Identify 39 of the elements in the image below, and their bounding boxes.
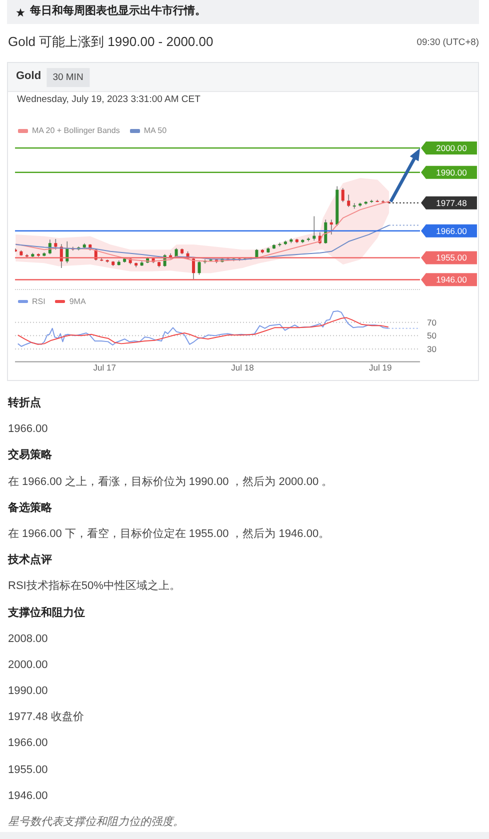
y-tick-label: 70	[426, 317, 437, 328]
text: 技术点评	[8, 554, 52, 568]
y-tick-label: 1966.00	[436, 226, 468, 236]
y-tick-label: 2000.00	[436, 143, 468, 154]
y-tick-label: 1955.00	[436, 252, 468, 263]
text: 在 1966.00 下，看空，目标价位定在 1955.00 ，然后为 1946.00。	[8, 528, 330, 542]
text: 1946.00	[8, 790, 48, 804]
text: 在 1966.00 之上，看涨，目标价位为 1990.00 ，然后为 2000.00 。	[8, 476, 333, 490]
y-tick-label: 1977.48	[436, 198, 468, 208]
text: 1966.00	[8, 423, 48, 438]
y-tick-label: 1946.00	[436, 274, 468, 285]
x-tick-label: Jul 19	[369, 362, 392, 373]
text: 每日和每周图表也显示出牛市行情。	[30, 5, 206, 19]
x-tick-label: Jul 18	[231, 362, 254, 373]
y-tick-label: 50	[426, 330, 437, 341]
y-tick-label: 30	[426, 344, 437, 354]
text: 交易策略	[8, 450, 52, 464]
y-tick-label: 1990.00	[436, 168, 468, 178]
text: RSI技术指标在50%中性区域之上。	[8, 580, 180, 594]
text: 2000.00	[8, 659, 48, 673]
text: 支撑位和阻力位	[8, 606, 85, 620]
text: 30 MIN	[46, 68, 90, 88]
legend-label: MA 20 + Bollinger Bands	[32, 126, 120, 136]
text: 1955.00	[8, 764, 48, 778]
text: 1966.00	[8, 738, 48, 752]
legend-label: 9MA	[69, 296, 86, 306]
chart-title: Gold 可能上涨到 1990.00 - 2000.00	[8, 34, 214, 50]
legend-label: RSI	[32, 296, 46, 306]
text: 备选策略	[8, 502, 52, 516]
chart-subtitle: Wednesday, July 19, 2023 3:31:00 AM CET	[17, 94, 200, 106]
text: 2008.00	[8, 632, 48, 647]
text: 星号数代表支撑位和阻力位的强度。	[8, 816, 184, 830]
x-tick-label: Jul 17	[93, 362, 116, 373]
legend-label: MA 50	[144, 126, 167, 136]
text: 1990.00	[8, 685, 48, 699]
text: 09:30 (UTC+8)	[416, 36, 479, 48]
text: 转折点	[8, 397, 41, 411]
text: Gold	[16, 70, 42, 84]
text: 1977.48 收盘价	[8, 711, 84, 726]
